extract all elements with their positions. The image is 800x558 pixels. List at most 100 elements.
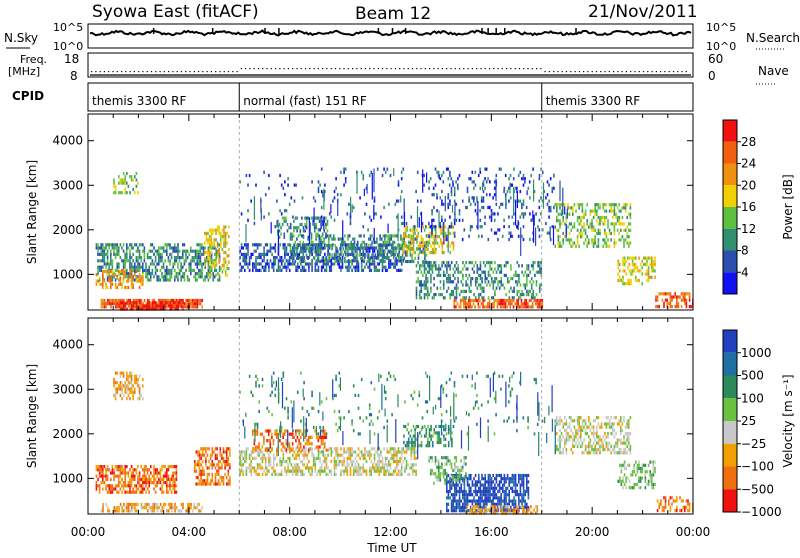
data-cell [249,463,251,466]
data-cell [292,473,294,476]
data-cell [381,238,383,241]
data-cell [306,220,308,223]
data-cell [513,287,515,290]
data-cell [341,244,343,247]
data-cell [599,232,601,235]
nave-dot [142,71,143,72]
data-cell [139,301,141,304]
cpid-label: CPID [12,89,44,103]
data-cell [140,243,142,246]
data-cell [265,243,267,246]
data-cell [486,261,488,264]
data-cell [344,260,346,263]
data-cell [115,302,117,305]
data-cell [467,283,469,286]
data-cell [211,259,213,262]
data-cell [142,506,144,509]
data-cell [446,271,448,274]
data-cell [226,450,228,453]
data-cell [536,271,538,274]
data-cell [478,174,480,177]
data-cell [494,293,496,296]
data-cell [654,263,656,266]
data-cell [164,243,166,246]
data-cell [321,450,323,453]
data-cell [537,261,539,264]
data-cell [129,478,131,481]
data-cell [142,283,144,286]
data-cell [225,270,227,273]
data-cell [99,266,101,269]
data-cell [193,269,195,272]
data-cell [531,174,533,177]
nave-dot [609,71,610,72]
data-cell [324,466,326,469]
data-cell [582,206,584,209]
data-cell [145,465,147,468]
data-cell [329,269,331,272]
data-cell [340,266,342,269]
data-cell [201,243,203,246]
data-cell [398,450,400,453]
data-cell [529,280,531,283]
data-cell [197,302,199,305]
data-cell [548,184,550,187]
nave-dot [245,68,246,69]
data-cell [445,264,447,267]
data-cell [451,177,453,180]
data-cell [303,229,305,232]
data-cell [204,470,206,473]
data-cell [526,283,528,286]
data-cell [562,216,564,219]
data-cell [390,447,392,450]
data-cell [583,229,585,232]
data-cell [547,193,549,196]
data-cell [414,251,416,254]
data-cell [628,245,630,248]
data-cell [287,457,289,460]
data-cell [424,293,426,296]
data-cell [462,267,464,270]
data-cell [494,277,496,280]
data-cell [479,168,481,171]
data-cell [315,200,317,203]
data-cell [102,266,104,269]
data-cell [177,262,179,265]
data-cell [337,450,339,453]
data-cell [244,262,246,265]
data-cell [371,470,373,473]
data-cell [254,250,256,253]
data-cell [192,305,194,308]
data-cell [131,280,133,283]
data-cell [147,269,149,272]
data-cell [223,251,225,254]
data-cell [465,283,467,286]
data-cell [643,263,645,266]
data-cell [200,470,202,473]
data-cell [273,262,275,265]
data-cell [468,302,470,305]
data-cell [403,235,405,238]
data-cell [586,242,588,245]
data-cell [645,257,647,260]
data-streak [373,169,374,193]
colorbar-tick-label: 16 [741,200,756,214]
data-cell [209,238,211,241]
data-cell [225,235,227,238]
data-cell [547,203,549,206]
data-cell [489,299,491,302]
data-cell [627,279,629,282]
data-cell [168,272,170,275]
data-cell [177,272,179,275]
data-cell [180,262,182,265]
data-cell [343,247,345,250]
data-cell [461,290,463,293]
data-cell [425,267,427,270]
data-cell [335,244,337,247]
data-cell [497,299,499,302]
nave-dot [455,68,456,69]
data-cell [124,262,126,265]
data-cell [328,257,330,260]
data-cell [684,299,686,302]
